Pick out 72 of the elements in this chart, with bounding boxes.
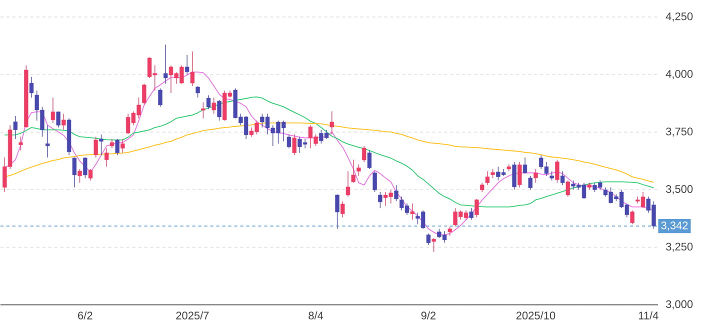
candlestick bbox=[410, 203, 414, 220]
candlestick bbox=[13, 116, 18, 140]
candlestick bbox=[367, 150, 372, 170]
candlestick bbox=[286, 134, 292, 149]
candlestick bbox=[29, 76, 34, 98]
candlestick bbox=[164, 44, 168, 84]
candlestick bbox=[351, 160, 356, 184]
candlestick bbox=[120, 138, 125, 154]
candlestick bbox=[196, 86, 200, 98]
candlestick bbox=[362, 146, 366, 163]
candlestick bbox=[88, 168, 93, 181]
candlestick bbox=[104, 148, 109, 168]
candlestick bbox=[522, 157, 528, 174]
candlestick bbox=[512, 162, 516, 190]
candlestick bbox=[46, 124, 50, 158]
candlestick bbox=[201, 102, 206, 119]
ref-line-label: 3,342 bbox=[661, 222, 688, 231]
candlestick bbox=[448, 226, 452, 236]
candlestick bbox=[566, 180, 570, 198]
candlestick bbox=[190, 51, 195, 87]
candlestick bbox=[18, 136, 23, 151]
candlestick bbox=[110, 138, 114, 149]
candlestick bbox=[72, 157, 77, 188]
candlestick bbox=[99, 134, 104, 156]
candlestick bbox=[78, 168, 82, 184]
candlestick bbox=[50, 97, 56, 124]
candlestick bbox=[212, 97, 216, 114]
candlestick bbox=[206, 95, 211, 110]
candlestick bbox=[184, 54, 190, 75]
x-tick-label: 11/4 bbox=[638, 311, 658, 320]
candlestick bbox=[83, 157, 88, 179]
candlestick bbox=[630, 210, 634, 225]
candlestick bbox=[518, 162, 522, 188]
candlestick bbox=[94, 136, 98, 158]
candlestick bbox=[534, 168, 538, 184]
candlestick bbox=[346, 171, 350, 198]
candlestick bbox=[372, 171, 377, 192]
candlestick bbox=[56, 111, 60, 128]
candlestick bbox=[330, 111, 334, 135]
candlestick bbox=[158, 88, 162, 108]
y-tick-label: 3,250 bbox=[666, 242, 693, 252]
candlestick bbox=[340, 200, 345, 218]
candlestick bbox=[528, 176, 532, 190]
candlestick bbox=[485, 171, 490, 186]
candlestick bbox=[555, 160, 560, 184]
candlestick bbox=[142, 84, 146, 105]
x-tick-label: 2025/7 bbox=[176, 311, 209, 320]
y-tick-label: 4,000 bbox=[666, 70, 693, 80]
y-tick-label: 4,250 bbox=[666, 12, 693, 22]
y-tick-label: 3,000 bbox=[666, 300, 693, 310]
candlestick bbox=[469, 208, 474, 220]
candlestick bbox=[394, 184, 398, 202]
candlestick bbox=[335, 194, 340, 230]
x-tick-label: 2025/10 bbox=[516, 311, 556, 320]
y-tick-label: 3,500 bbox=[666, 185, 693, 194]
candlestick bbox=[474, 198, 479, 218]
candlestick bbox=[292, 134, 296, 156]
x-tick-label: 6/2 bbox=[78, 311, 92, 320]
candlestick bbox=[560, 171, 565, 186]
candlestick bbox=[432, 238, 436, 252]
candlestick bbox=[356, 164, 361, 176]
candlestick bbox=[480, 182, 484, 192]
candlestick bbox=[62, 113, 66, 130]
candlestick bbox=[426, 233, 431, 246]
candlestick bbox=[490, 168, 495, 179]
candlestick bbox=[550, 171, 554, 181]
x-tick-label: 9/2 bbox=[421, 311, 436, 320]
y-tick-label: 3,750 bbox=[666, 128, 693, 137]
candlestick bbox=[115, 138, 120, 156]
candlestick bbox=[217, 100, 222, 122]
x-tick-label: 8/4 bbox=[308, 311, 324, 320]
candlestick bbox=[378, 192, 382, 209]
